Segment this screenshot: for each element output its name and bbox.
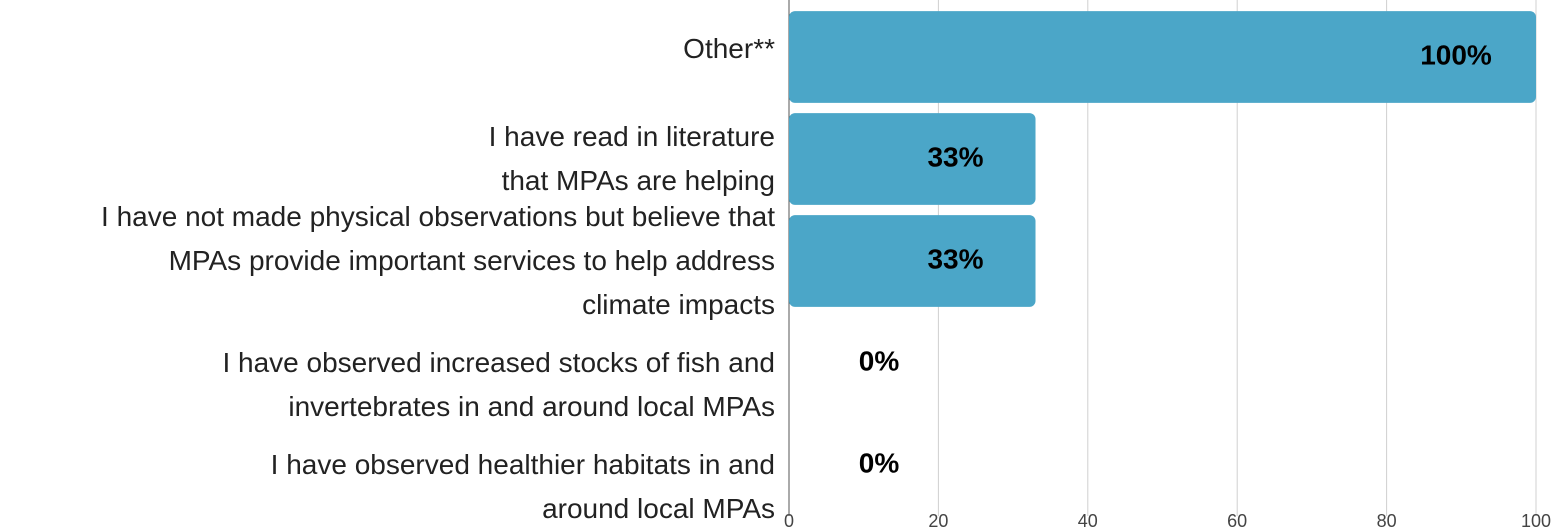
bar <box>789 215 1036 307</box>
x-tick-label: 80 <box>1377 511 1397 531</box>
bar <box>789 11 1536 103</box>
data-label: 0% <box>859 447 900 478</box>
y-tick-label: I have not made physical observations bu… <box>101 201 775 320</box>
data-label: 0% <box>859 345 900 376</box>
x-tick-label: 60 <box>1227 511 1247 531</box>
bar <box>789 113 1036 205</box>
data-label: 100% <box>1420 39 1492 70</box>
x-tick-label: 100 <box>1521 511 1551 531</box>
data-label: 33% <box>927 243 983 274</box>
y-tick-label: Other** <box>683 33 775 64</box>
x-tick-label: 40 <box>1078 511 1098 531</box>
x-tick-label: 0 <box>784 511 794 531</box>
y-tick-label: I have observed healthier habitats in an… <box>270 449 775 524</box>
data-label: 33% <box>927 141 983 172</box>
x-tick-label: 20 <box>928 511 948 531</box>
y-tick-label: I have read in literature that MPAs are … <box>488 121 775 196</box>
y-tick-label: I have observed increased stocks of fish… <box>222 347 775 422</box>
